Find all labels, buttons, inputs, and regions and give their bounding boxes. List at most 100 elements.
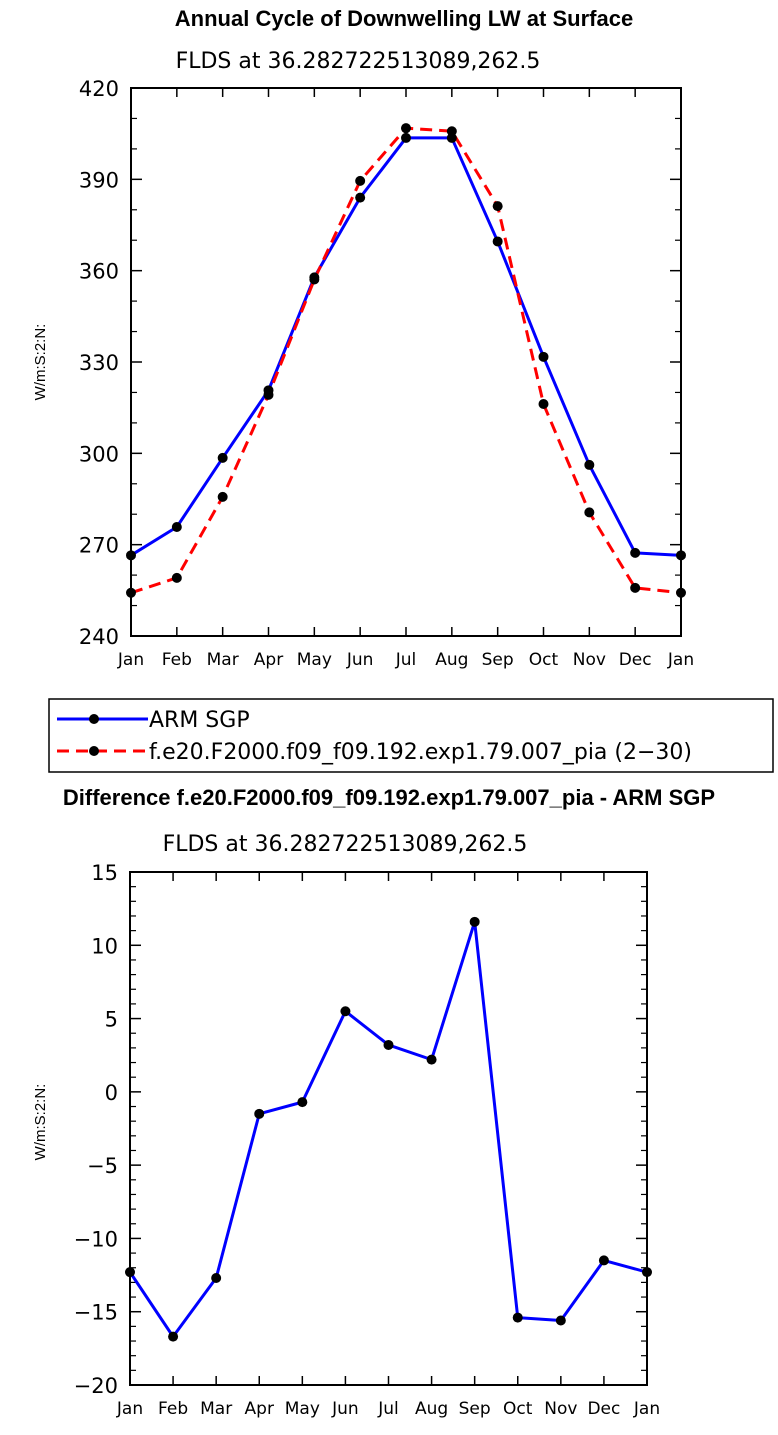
chart1-xtick-label: Jul	[395, 650, 417, 670]
chart2-series-line-0	[128, 920, 648, 1339]
chart1-series-line-0	[130, 136, 682, 557]
legend-label-arm-sgp: ARM SGP	[149, 708, 250, 733]
chart2-xtick-label: Jan	[116, 1399, 143, 1419]
chart2-title: Difference f.e20.F2000.f09_f09.192.exp1.…	[63, 785, 715, 810]
chart1-ytick-label: 240	[79, 625, 119, 649]
chart2-xtick-label: Feb	[158, 1399, 188, 1419]
chart1-series-0-point	[630, 547, 641, 558]
chart2-ytick-label: −20	[74, 1374, 118, 1398]
chart1-series-1-point	[401, 123, 411, 134]
legend-label-model: f.e20.F2000.f09_f09.192.exp1.79.007_pia …	[149, 740, 692, 765]
chart1-xtick-label: Jan	[667, 650, 694, 670]
chart2-series-0-point	[340, 1006, 351, 1017]
legend-marker-model	[89, 746, 99, 756]
chart1-series-1-point	[126, 587, 136, 598]
chart2-ytick-label: 15	[91, 861, 118, 885]
chart1-series-0-point	[217, 452, 228, 463]
chart2-subtitle: FLDS at 36.282722513089,262.5	[163, 832, 528, 857]
chart1-plot-frame	[130, 87, 682, 637]
chart2-series	[125, 916, 652, 1342]
chart1-series-1-point	[263, 389, 274, 400]
chart2-xtick-label: Nov	[544, 1399, 577, 1419]
chart2-series-0-point	[125, 1267, 135, 1278]
chart1-series	[126, 123, 686, 598]
chart1-series-1-point	[217, 491, 228, 502]
chart1-legend: ARM SGP f.e20.F2000.f09_f09.192.exp1.79.…	[48, 698, 774, 773]
chart1-ytick-label: 390	[79, 168, 119, 192]
chart1-series-0-point	[584, 459, 595, 470]
chart2-series-0-point	[254, 1108, 265, 1119]
chart2-series-0-point	[168, 1331, 179, 1342]
chart2-series-0-point	[383, 1039, 394, 1050]
chart2-ytick-label: 10	[91, 934, 118, 958]
chart2-xtick-label: Jan	[633, 1399, 660, 1419]
chart2-ytick-label: 0	[105, 1081, 118, 1105]
chart2-series-0-point	[297, 1097, 308, 1108]
chart1-series-0-point	[676, 550, 686, 561]
chart1-ytick-label: 270	[79, 534, 119, 558]
chart2-xtick-label: Sep	[459, 1399, 491, 1419]
chart2-ylabel: W/m:S:2:N:	[32, 1084, 49, 1161]
chart1-series-1-point	[355, 175, 366, 186]
chart1-series-line-1	[130, 126, 682, 595]
chart2-ytick-label: −5	[87, 1154, 118, 1178]
chart1-series-1-point	[446, 126, 457, 137]
chart1-xtick-label: Feb	[162, 650, 192, 670]
chart1-series-1-point	[171, 572, 182, 583]
chart2-series-0-point	[512, 1312, 523, 1323]
chart1-xtick-label: Apr	[254, 650, 283, 670]
annual-cycle-chart: Annual Cycle of Downwelling LW at Surfac…	[32, 6, 694, 670]
chart1-series-0-point	[492, 236, 503, 247]
chart1-ytick-label: 360	[79, 260, 119, 284]
difference-chart: Difference f.e20.F2000.f09_f09.192.exp1.…	[32, 785, 715, 1419]
chart2-xtick-label: Jul	[377, 1399, 399, 1419]
chart1-xtick-label: Dec	[619, 650, 652, 670]
chart1-series-1-point	[538, 399, 549, 410]
chart1-xtick-label: May	[297, 650, 332, 670]
chart1-series-1-point	[492, 201, 503, 212]
chart1-xtick-label: Mar	[207, 650, 239, 670]
chart2-xtick-label: Aug	[415, 1399, 448, 1419]
chart1-ytick-label: 330	[79, 351, 119, 375]
chart2-xtick-label: May	[285, 1399, 320, 1419]
chart1-title: Annual Cycle of Downwelling LW at Surfac…	[175, 6, 633, 31]
chart1-series-0-point	[126, 550, 136, 561]
chart2-series-0-point	[642, 1267, 652, 1278]
chart2-xtick-label: Oct	[503, 1399, 533, 1419]
chart1-series-0-point	[171, 522, 182, 533]
chart1-series-0-point	[538, 351, 549, 362]
legend-marker-arm-sgp	[89, 714, 99, 724]
chart1-series-1-point	[584, 507, 595, 518]
chart1-xtick-label: Nov	[573, 650, 606, 670]
chart2-ytick-label: −10	[74, 1227, 118, 1251]
chart1-series-1-point	[676, 587, 686, 598]
chart2-axes: Jan Feb Mar Apr May Jun Jul Aug Sep Oct Nov Dec Jan−…	[74, 861, 660, 1419]
chart2-xtick-label: Dec	[587, 1399, 620, 1419]
chart1-ytick-label: 300	[79, 442, 119, 466]
chart1-series-0-point	[401, 132, 411, 143]
chart1-xtick-label: Oct	[529, 650, 559, 670]
chart1-xtick-label: Aug	[435, 650, 468, 670]
chart1-xtick-label: Sep	[482, 650, 514, 670]
chart2-series-0-point	[469, 916, 480, 927]
chart1-xtick-label: Jan	[117, 650, 144, 670]
chart2-xtick-label: Apr	[245, 1399, 274, 1419]
chart2-series-0-point	[598, 1255, 609, 1266]
chart1-series-1-point	[630, 582, 641, 593]
chart2-ytick-label: −15	[74, 1301, 118, 1325]
chart2-series-0-point	[426, 1054, 437, 1065]
chart2-series-0-point	[211, 1273, 222, 1284]
chart2-ytick-label: 5	[105, 1008, 118, 1032]
chart1-ytick-label: 420	[79, 77, 119, 101]
chart1-axes: Jan Feb Mar Apr May Jun Jul Aug Sep Oct Nov Dec Jan2…	[79, 77, 694, 670]
chart1-xtick-label: Jun	[346, 650, 374, 670]
legend-box	[48, 698, 774, 773]
chart1-series-1-point	[309, 274, 320, 285]
chart1-ylabel: W/m:S:2:N:	[32, 324, 49, 401]
chart1-series-0-point	[355, 192, 366, 203]
chart2-xtick-label: Jun	[331, 1399, 359, 1419]
chart1-subtitle: FLDS at 36.282722513089,262.5	[176, 49, 541, 74]
chart2-series-0-point	[555, 1315, 566, 1326]
chart2-xtick-label: Mar	[200, 1399, 232, 1419]
